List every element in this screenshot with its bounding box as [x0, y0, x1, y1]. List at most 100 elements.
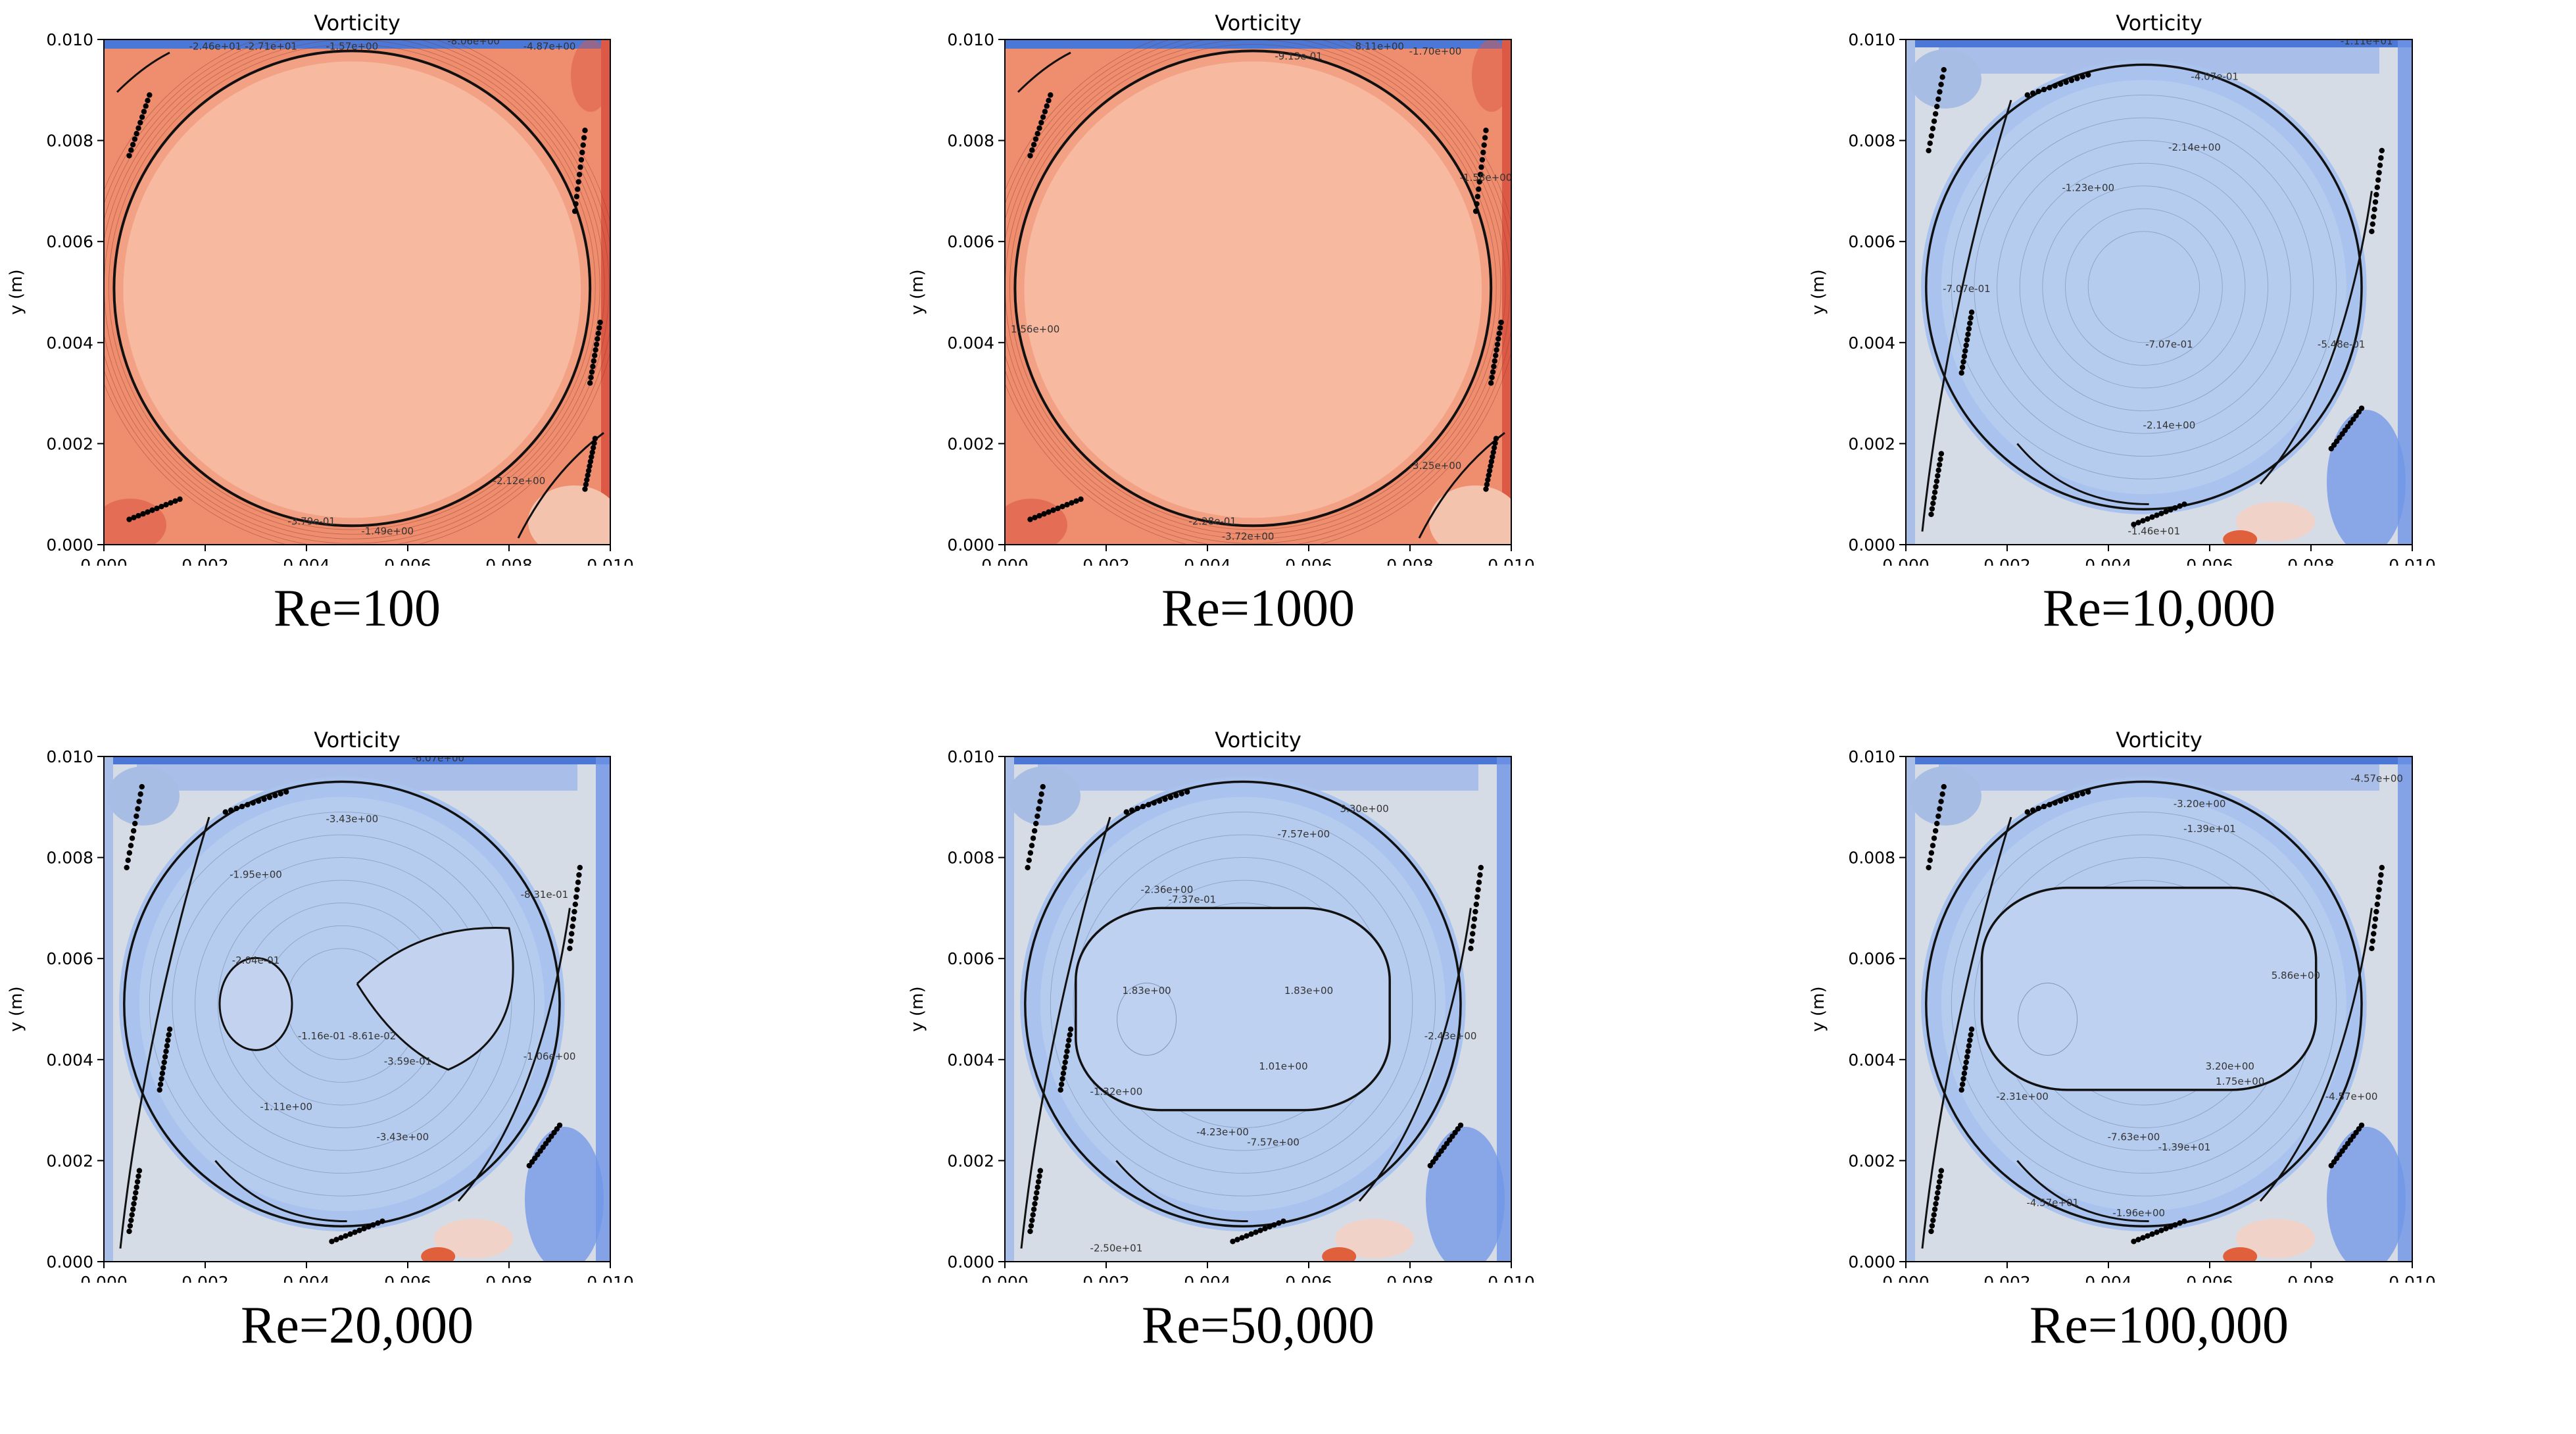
particle-marker [1926, 864, 1932, 871]
particle-marker [1483, 486, 1489, 492]
particle-marker [1490, 454, 1495, 460]
particle-marker [1935, 467, 1941, 474]
particle-marker [1036, 806, 1042, 812]
x-tick-label: 0.000 [1882, 556, 1930, 566]
particle-marker [1932, 828, 1939, 834]
contour-label: -8.06e+00 [447, 36, 500, 47]
particle-marker [159, 1070, 166, 1076]
y-tick-label: 0.006 [46, 232, 93, 251]
particle-marker [333, 1237, 339, 1243]
y-tick-label: 0.008 [1848, 132, 1895, 151]
particle-marker [2372, 199, 2379, 205]
particle-marker [1027, 516, 1033, 522]
particle-marker [2372, 916, 2379, 922]
particle-marker [1035, 1179, 1042, 1185]
y-tick-label: 0.008 [46, 132, 93, 151]
particle-marker [1486, 468, 1493, 474]
particle-marker [1470, 931, 1476, 937]
vorticity-panel-4: -6.07e+00 -3.43e+00 -1.95e+00 -2.04e-01 -1.1… [0, 717, 776, 1434]
particle-marker [126, 516, 132, 522]
x-tick-label: 0.008 [485, 556, 533, 566]
plot-title: Vorticity [2116, 11, 2202, 36]
particle-marker [1492, 358, 1497, 364]
particle-marker [1935, 1184, 1941, 1191]
contour-label: -2.28e-01 [1188, 515, 1236, 527]
particle-marker [140, 511, 146, 517]
particle-marker [595, 330, 601, 337]
particle-marker [1929, 506, 1935, 512]
x-tick-label: 0.002 [1082, 1273, 1130, 1283]
particle-marker [375, 1220, 381, 1226]
particle-marker [1031, 141, 1037, 148]
particle-marker [1029, 1217, 1035, 1224]
particle-marker [570, 916, 577, 922]
particle-marker [139, 114, 145, 120]
particle-marker [124, 864, 130, 871]
y-tick-label: 0.004 [46, 334, 93, 353]
particle-marker [1044, 103, 1050, 109]
particle-marker [1239, 1235, 1245, 1241]
particle-marker [1066, 1037, 1072, 1043]
particle-marker [135, 1173, 141, 1179]
reynolds-caption: Re=100 [274, 580, 441, 637]
contour-label: -1.49e+00 [361, 526, 414, 537]
particle-marker [2371, 931, 2377, 937]
particle-marker [1935, 1190, 1941, 1196]
y-tick-label: 0.010 [46, 747, 93, 766]
particle-marker [1932, 111, 1939, 117]
particle-marker [2154, 1229, 2160, 1235]
particle-marker [1262, 1225, 1268, 1231]
particle-marker [1935, 96, 1941, 102]
particle-marker [1037, 799, 1043, 804]
particle-marker [1036, 125, 1042, 131]
particle-marker [2058, 81, 2064, 87]
particle-marker [1933, 478, 1940, 484]
particle-marker [352, 1229, 358, 1235]
x-tick-label: 0.008 [1386, 1273, 1434, 1283]
particle-marker [1494, 347, 1499, 353]
particle-marker [1481, 142, 1487, 148]
particle-marker [1492, 440, 1498, 446]
particle-marker [126, 153, 132, 159]
particle-marker [1928, 511, 1934, 518]
particle-marker [592, 435, 598, 441]
particle-marker [135, 806, 141, 812]
vorticity-panel-1: -2.46e+01 -2.71e+01 -1.57e+00 -8.06e+00 -4.8… [0, 0, 776, 717]
particle-marker [1027, 153, 1033, 159]
particle-marker [1962, 348, 1968, 354]
particle-marker [130, 1206, 136, 1212]
particle-marker [1937, 456, 1943, 462]
particle-marker [2377, 162, 2383, 168]
particle-marker [1146, 802, 1152, 808]
contour-label: -1.16e-01 [298, 1030, 346, 1042]
particle-marker [1063, 1054, 1069, 1060]
particle-marker [577, 864, 583, 871]
reynolds-caption: Re=100,000 [2029, 1297, 2289, 1354]
particle-marker [2068, 794, 2075, 801]
particle-marker [165, 1037, 171, 1043]
particle-marker [2149, 1231, 2155, 1237]
particle-marker [1483, 128, 1489, 134]
particle-marker [589, 449, 595, 455]
vorticity-plot: -9.13e-01 8.11e+00 -1.70e+00 1.56e+00 -1.58e… [908, 11, 1535, 566]
contour-label: -3.79e-01 [287, 515, 335, 527]
particle-marker [583, 482, 589, 487]
particle-marker [1036, 1173, 1042, 1179]
particle-marker [2158, 510, 2164, 516]
particle-marker [1963, 1059, 1969, 1066]
particle-marker [585, 472, 591, 478]
particle-marker [597, 319, 603, 326]
particle-marker [1960, 1076, 1966, 1082]
particle-marker [1276, 1220, 1282, 1226]
particle-marker [1937, 806, 1943, 812]
particle-marker [580, 142, 586, 148]
particle-marker [1257, 1227, 1263, 1233]
particle-marker [1472, 908, 1478, 915]
y-tick-label: 0.004 [947, 334, 994, 353]
particle-marker [1474, 894, 1480, 900]
particle-marker [1933, 1195, 1940, 1201]
vorticity-field: 3.30e+00 -7.57e+00 -2.36e+00-7.37e-01 1.83e… [1005, 756, 1511, 1262]
axes-frame [103, 39, 611, 545]
particle-marker [166, 1026, 173, 1032]
particle-marker [1936, 1179, 1943, 1185]
